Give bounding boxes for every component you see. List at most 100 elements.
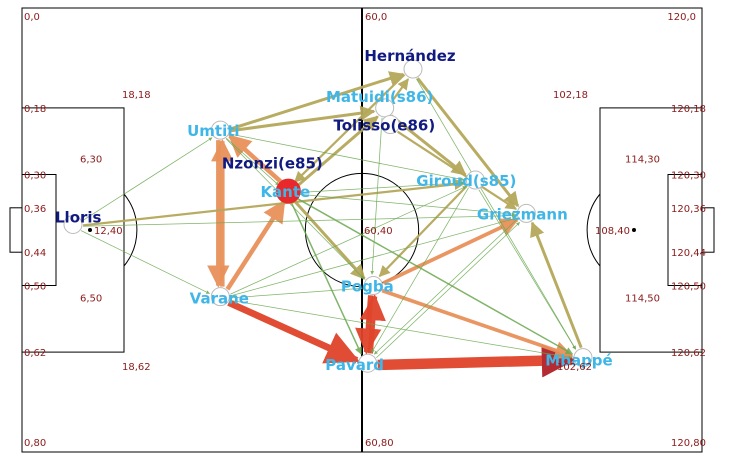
pass-edges [80,71,583,378]
player-label-tolisso: Tolisso(e86) [333,117,435,135]
coordinate-label: 120,80 [671,438,706,449]
player-node-tolisso [380,115,400,135]
player-label-matuidi: Matuidi(s86) [326,88,433,106]
pass-edge [292,198,366,280]
coordinate-label: 120,44 [671,248,706,259]
pass-edge [530,221,583,349]
pass-edge [370,117,383,275]
player-label-nzonzi: Nzonzi(e85) [222,155,323,173]
coordinate-label: 0,0 [24,12,40,23]
coordinate-label: 60,80 [365,438,394,449]
player-label-lloris: Lloris [55,208,102,226]
right-six-yard-box [667,174,703,286]
coordinate-label: 18,18 [122,90,151,101]
pass-edge [80,230,210,294]
coordinate-label: 18,62 [122,362,151,373]
pass-edge [230,105,376,133]
coordinate-label: 108,40 [595,226,630,237]
player-nodes [63,59,593,373]
coordinate-label: 0,36 [24,204,46,215]
pass-edge [382,218,519,285]
coordinate-label: 120,50 [671,282,706,293]
coordinate-label: 0,50 [24,282,46,293]
left-six-yard-box [21,174,57,286]
pass-edge [377,343,576,378]
player-label-giroud: Giroud(s85) [416,172,516,190]
pass-edge [416,78,577,350]
pass-edge [298,181,465,193]
pass-edge [293,73,406,183]
player-labels: Lloris Umtiti Varane Kante Nzonzi(e85) Matuid… [55,47,613,374]
player-node-kante [275,178,301,204]
pass-edge [478,189,576,350]
player-label-mbappe: Mbappé [545,352,612,370]
pitch-markings [9,7,715,453]
coordinate-label: 120,30 [671,171,706,182]
pass-edge [296,115,379,188]
pass-edge [391,78,410,102]
pass-edge [378,185,468,278]
coordinate-label: 102,18 [553,90,588,101]
pass-edge [295,197,574,355]
pass-edge [230,186,467,295]
coordinate-label: 102,62 [557,362,592,373]
player-label-umtiti: Umtiti [187,122,239,140]
player-node-pavard [358,353,378,373]
left-penalty-arc [123,193,138,267]
player-node-matuidi [375,98,395,118]
pass-edge [226,137,280,186]
coordinate-label: 120,36 [671,204,706,215]
right-penalty-spot [632,228,636,232]
player-label-griezmann: Griezmann [477,205,568,223]
coordinate-label: 0,30 [24,171,46,182]
pass-edge [230,286,363,299]
coordinate-label: 0,62 [24,348,46,359]
player-node-umtiti [210,120,230,140]
coordinate-label: 114,30 [625,155,660,166]
player-node-griezmann [516,203,536,223]
player-node-mbappe [573,348,593,368]
pass-edge [230,71,405,131]
coordinate-label: 120,0 [667,12,696,23]
right-penalty-arc [586,193,601,267]
pass-edge [371,187,469,354]
pass-edge [83,178,466,227]
pass-edge [390,114,467,176]
pass-edge [374,218,518,355]
player-node-giroud [465,170,485,190]
player-label-pogba: Pogba [341,278,394,296]
pass-edge [298,193,516,216]
pass-edge [290,200,362,355]
player-label-hernandez: Hernández [364,47,456,65]
coordinate-label: 6,50 [80,294,102,305]
player-node-hernandez [403,59,423,79]
pass-edge [225,138,365,280]
pass-edge [416,77,520,208]
pass-edge [225,199,286,291]
pass-edge [82,137,213,222]
coordinate-label: 114,50 [625,294,660,305]
coordinate-label: 0,18 [24,104,46,115]
coordinate-label: 12,40 [94,226,123,237]
coordinate-label: 0,80 [24,438,46,449]
player-node-lloris [63,214,83,234]
coordinate-label: 120,62 [671,348,706,359]
pass-edge [227,299,360,364]
coordinate-label: 0,44 [24,248,46,259]
coordinate-label: 60,0 [365,12,387,23]
right-goal [701,207,715,253]
player-node-pogba [363,276,383,295]
coordinate-label: 60,40 [364,226,393,237]
coordinate-label: 120,18 [671,104,706,115]
pass-edge [359,293,386,354]
left-penalty-spot [88,228,92,232]
player-label-varane: Varane [190,290,249,308]
pass-edge [376,222,520,359]
player-node-varane [210,287,230,307]
coordinate-labels: 0,0 60,0 120,0 18,18 0,18 102,18 120,18 6,30 0,3… [24,12,706,449]
player-label-kante: Kante [260,183,310,201]
pass-edge [381,288,574,360]
pass-edge [396,130,517,210]
